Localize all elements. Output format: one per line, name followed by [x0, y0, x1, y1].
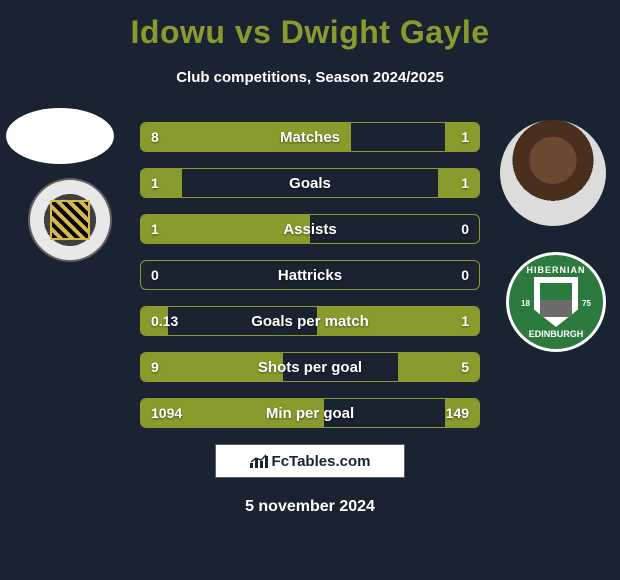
stat-label: Goals per match: [141, 307, 479, 335]
stat-row: 81Matches: [140, 122, 480, 152]
subtitle: Club competitions, Season 2024/2025: [0, 69, 620, 86]
club-badge-left: [28, 178, 112, 262]
stat-label: Assists: [141, 215, 479, 243]
club-badge-right: HIBERNIAN 18 75 EDINBURGH: [506, 252, 606, 352]
club-badge-right-city: EDINBURGH: [529, 329, 584, 339]
stat-label: Shots per goal: [141, 353, 479, 381]
stats-bars: 81Matches 11Goals 10Assists 00Hattricks 0.13…: [140, 122, 480, 444]
stat-row: 0.131Goals per match: [140, 306, 480, 336]
chart-icon: [250, 454, 268, 468]
club-badge-right-shield: [534, 277, 578, 327]
stat-label: Hattricks: [141, 261, 479, 289]
club-badge-right-name: HIBERNIAN: [526, 265, 585, 275]
stat-label: Min per goal: [141, 399, 479, 427]
stat-label: Goals: [141, 169, 479, 197]
club-founded-left: 18: [521, 299, 530, 308]
date-text: 5 november 2024: [0, 498, 620, 516]
stat-row: 1094149Min per goal: [140, 398, 480, 428]
stat-row: 11Goals: [140, 168, 480, 198]
stat-row: 00Hattricks: [140, 260, 480, 290]
stat-label: Matches: [141, 123, 479, 151]
page-title: Idowu vs Dwight Gayle: [0, 0, 620, 51]
club-founded-right: 75: [582, 299, 591, 308]
player-right-avatar: [500, 120, 606, 226]
club-badge-left-shield: [50, 200, 90, 240]
watermark-text: FcTables.com: [272, 453, 371, 470]
stat-row: 95Shots per goal: [140, 352, 480, 382]
player-left-avatar: [6, 108, 114, 164]
stat-row: 10Assists: [140, 214, 480, 244]
watermark: FcTables.com: [215, 444, 405, 478]
